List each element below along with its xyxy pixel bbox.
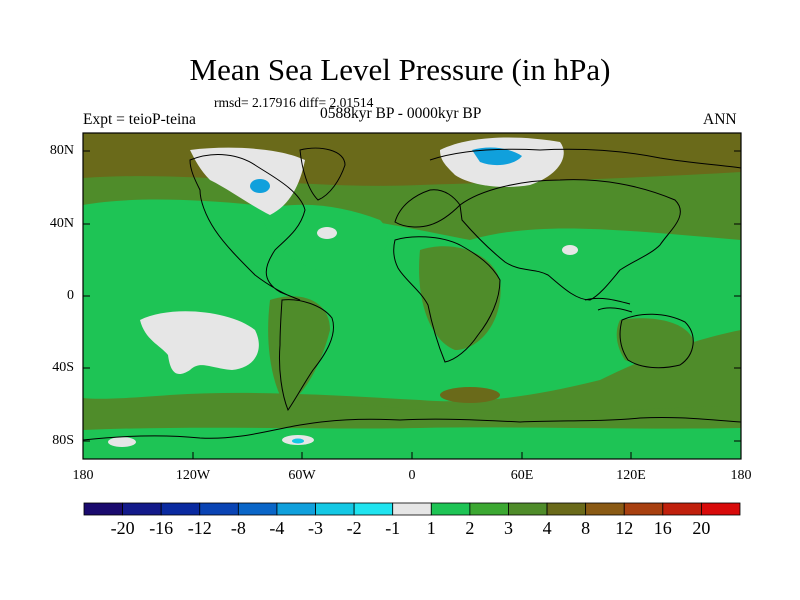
field-grey-small3 xyxy=(108,437,136,447)
experiment-label: Expt = teioP-teina xyxy=(83,111,196,128)
colorbar-swatch xyxy=(508,502,548,516)
colorbar-swatch xyxy=(83,502,123,516)
colorbar-label: 8 xyxy=(581,518,591,538)
colorbar-swatch xyxy=(430,502,471,516)
colorbar-swatch xyxy=(199,502,239,516)
colorbar-label: 20 xyxy=(692,518,711,538)
colorbar-label: -4 xyxy=(269,518,285,538)
colorbar-swatch xyxy=(160,502,201,516)
colorbar-label: -2 xyxy=(346,518,362,538)
colorbar-label: 2 xyxy=(465,518,475,538)
colorbar xyxy=(83,502,741,516)
lon-label-120w: 120W xyxy=(175,468,211,483)
field-green-atlantic xyxy=(260,204,388,275)
coast-antarctica xyxy=(83,416,741,441)
colorbar-swatch xyxy=(122,502,162,516)
colorbar-swatch xyxy=(546,502,587,516)
colorbar-label: -3 xyxy=(308,518,323,538)
colorbar-swatch xyxy=(237,502,278,516)
field-grey-small1 xyxy=(317,227,337,239)
field-grey-greenland xyxy=(190,147,305,215)
field-brown-spot xyxy=(440,387,500,403)
coast-south-america xyxy=(279,299,334,412)
field-cyan-antarctic xyxy=(292,438,304,444)
lon-label-0: 0 xyxy=(408,468,416,483)
coast-africa xyxy=(393,236,501,363)
coast-australia xyxy=(619,313,694,369)
colorbar-label: -1 xyxy=(385,518,401,538)
field-grey-pacific xyxy=(140,311,259,375)
colorbar-label: 4 xyxy=(542,518,552,538)
coastlines xyxy=(83,147,741,441)
lon-label-180e: 180 xyxy=(730,468,752,483)
lon-label-60w: 60W xyxy=(288,468,316,483)
field-cyan-greenland xyxy=(250,179,270,193)
lon-label-60e: 60E xyxy=(510,468,534,483)
coast-greenland xyxy=(299,147,346,201)
colorbar-label: 1 xyxy=(426,518,436,538)
time-period-label: 0588kyr BP - 0000kyr BP xyxy=(320,105,482,122)
colorbar-label: -20 xyxy=(110,518,135,538)
colorbar-swatch xyxy=(585,502,625,516)
field-cyan-siberia xyxy=(472,147,522,166)
colorbar-swatch xyxy=(662,502,702,516)
colorbar-label: 3 xyxy=(504,518,513,538)
field-olive-samerica xyxy=(268,296,330,405)
lat-label-80n: 80N xyxy=(49,143,74,158)
colorbar-swatch xyxy=(276,502,316,516)
coast-north-america xyxy=(189,154,306,301)
coast-siberia-north xyxy=(429,148,741,169)
colorbar-swatch xyxy=(392,502,432,516)
plot-title: Mean Sea Level Pressure (in hPa) xyxy=(189,52,611,87)
colorbar-label: 16 xyxy=(653,518,672,538)
pressure-field xyxy=(83,133,741,459)
field-olive-australia xyxy=(616,318,695,365)
field-grey-small2 xyxy=(562,245,578,255)
lat-label-40s: 40S xyxy=(52,360,74,375)
axis-ticks xyxy=(82,150,742,459)
colorbar-label: -16 xyxy=(149,518,174,538)
colorbar-swatch xyxy=(623,502,664,516)
coast-asia xyxy=(459,179,681,301)
lon-label-120e: 120E xyxy=(616,468,646,483)
lat-label-40n: 40N xyxy=(49,216,74,231)
colorbar-label: -8 xyxy=(230,518,246,538)
lon-label-180w: 180 xyxy=(72,468,94,483)
season-label: ANN xyxy=(703,111,737,128)
colorbar-swatch xyxy=(353,502,394,516)
colorbar-swatch xyxy=(469,502,509,516)
rmsd-diff-stats: rmsd= 2.17916 diff= 2.01514 xyxy=(214,95,374,110)
colorbar-label: 12 xyxy=(615,518,634,538)
coast-indonesia xyxy=(584,297,633,313)
colorbar-swatch xyxy=(701,502,741,516)
lat-label-80s: 80S xyxy=(52,433,74,448)
colorbar-swatch xyxy=(315,502,355,516)
field-olive-africa xyxy=(419,246,501,350)
lat-label-0: 0 xyxy=(67,288,74,303)
colorbar-label: -12 xyxy=(187,518,212,538)
